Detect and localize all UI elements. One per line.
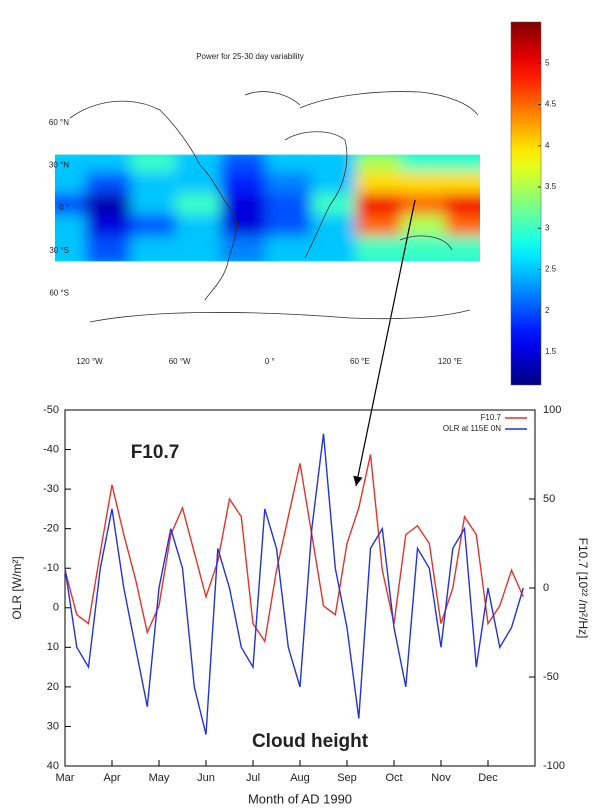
series-line — [64, 433, 524, 735]
x-tick-label: Oct — [385, 772, 402, 784]
y-tick-label: -50 — [43, 404, 59, 416]
x-axis-label: Month of AD 1990 — [248, 791, 352, 806]
lat-tick-label: 30 °N — [49, 160, 69, 169]
y2-tick-label: 0 — [543, 582, 549, 594]
heatmap-cells — [55, 154, 480, 262]
y2-tick-label: 50 — [543, 493, 555, 505]
y2-axis-label: F10.7 [10²² /m²/Hz] — [576, 538, 590, 639]
y-tick-label: 30 — [47, 720, 59, 732]
x-tick-label: Jun — [197, 772, 215, 784]
y2-tick-label: 100 — [543, 404, 561, 416]
y-tick-label: 20 — [47, 681, 59, 693]
annotation: Cloud height — [252, 731, 369, 752]
lon-tick-label: 120 °E — [438, 357, 462, 366]
heatmap-cell — [445, 236, 480, 262]
lon-tick-label: 60 °W — [169, 357, 191, 366]
y-tick-label: -30 — [43, 483, 59, 495]
y2-tick-label: -50 — [543, 671, 559, 683]
annotation: F10.7 — [131, 442, 180, 463]
x-tick-label: May — [149, 772, 170, 784]
y-tick-label: -20 — [43, 523, 59, 535]
x-tick-label: Aug — [290, 772, 310, 784]
heatmap-cell — [310, 236, 364, 262]
heatmap-cell — [400, 236, 454, 262]
series-line — [64, 454, 524, 644]
x-tick-label: Sep — [337, 772, 357, 784]
lat-tick-label: 30 °S — [49, 246, 69, 255]
x-tick-label: Dec — [478, 772, 498, 784]
pointer-arrow — [353, 199, 416, 487]
legend-label: OLR at 115E 0N — [443, 424, 501, 433]
coastline — [69, 91, 479, 323]
y2-tick-label: -100 — [543, 760, 565, 772]
y-axis-label: OLR [W/m²] — [10, 556, 24, 619]
colorbar-tick-label: 4 — [545, 141, 550, 150]
colorbar-tick-label: 2.5 — [545, 265, 557, 274]
legend-label: F10.7 — [481, 413, 502, 422]
heatmap-cell — [355, 236, 409, 262]
colorbar-tick-label: 1.5 — [545, 347, 557, 356]
heatmap-cell — [175, 236, 229, 262]
y-tick-label: 0 — [53, 602, 59, 614]
colorbar-tick-label: 3 — [545, 223, 550, 232]
y-tick-label: 10 — [47, 641, 59, 653]
map-title: Power for 25-30 day variability — [196, 52, 304, 61]
colorbar — [510, 21, 542, 386]
x-tick-label: Jul — [246, 772, 260, 784]
lon-tick-label: 0 ° — [265, 357, 275, 366]
colorbar-tick-label: 3.5 — [545, 182, 557, 191]
y-tick-label: -40 — [43, 443, 59, 455]
colorbar-tick-label: 2 — [545, 306, 550, 315]
lat-tick-label: 0 ° — [59, 203, 69, 212]
x-tick-label: Mar — [56, 772, 75, 784]
lat-tick-label: 60 °N — [49, 118, 69, 127]
heatmap — [55, 154, 480, 262]
lon-tick-label: 60 °E — [350, 357, 370, 366]
x-tick-label: Nov — [431, 772, 451, 784]
lon-tick-label: 120 °W — [76, 357, 103, 366]
colorbar-tick-label: 4.5 — [545, 100, 557, 109]
heatmap-cell — [85, 236, 139, 262]
y-tick-label: 40 — [47, 760, 59, 772]
lat-tick-label: 60 °S — [49, 288, 69, 297]
y-tick-label: -10 — [43, 562, 59, 574]
x-tick-label: Apr — [103, 772, 120, 784]
heatmap-cell — [130, 236, 184, 262]
colorbar-tick-label: 5 — [545, 58, 550, 67]
